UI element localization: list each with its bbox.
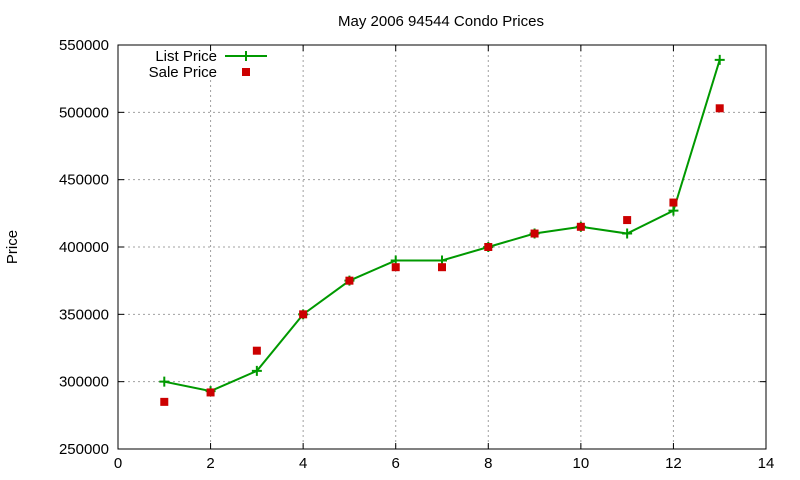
x-tick-label: 12 bbox=[665, 455, 682, 472]
list-price-point bbox=[714, 54, 725, 65]
y-axis-label: Price bbox=[4, 230, 21, 264]
x-tick-label: 6 bbox=[392, 455, 400, 472]
series-list-price bbox=[159, 54, 725, 397]
list-price-point bbox=[159, 376, 170, 387]
sale-price-point bbox=[206, 388, 215, 397]
legend-swatch-cross bbox=[241, 51, 251, 61]
sale-price-point bbox=[299, 310, 308, 319]
sale-price-point bbox=[391, 263, 400, 272]
y-tick-label: 400000 bbox=[59, 239, 109, 256]
list-price-line bbox=[164, 59, 721, 393]
y-tick-label: 550000 bbox=[59, 37, 109, 54]
chart-title: May 2006 94544 Condo Prices bbox=[338, 13, 544, 30]
legend-label: List Price bbox=[155, 48, 217, 65]
series-sale-price bbox=[160, 104, 724, 406]
legend-label: Sale Price bbox=[149, 64, 217, 81]
sale-price-point bbox=[438, 263, 446, 272]
y-tick-label: 450000 bbox=[59, 172, 109, 189]
x-tick-label: 0 bbox=[114, 455, 122, 472]
sale-price-point bbox=[345, 276, 354, 285]
y-tick-label: 250000 bbox=[59, 441, 109, 458]
series-layer bbox=[159, 54, 725, 406]
axis-ticks: 0 2 4 6 8 10 12 14 250000 300000 350000 400000 45000… bbox=[59, 37, 774, 472]
sale-price-point bbox=[530, 229, 539, 238]
sale-price-point bbox=[623, 216, 632, 225]
x-tick-label: 10 bbox=[573, 455, 590, 472]
list-price-point bbox=[251, 365, 262, 376]
y-tick-label: 350000 bbox=[59, 306, 109, 323]
sale-price-point bbox=[484, 243, 493, 251]
sale-price-point bbox=[252, 346, 261, 355]
y-tick-label: 300000 bbox=[59, 374, 109, 391]
x-tick-label: 2 bbox=[206, 455, 214, 472]
sale-price-point bbox=[715, 104, 724, 113]
sale-price-point bbox=[576, 222, 585, 231]
legend-item-sale-price: Sale Price bbox=[149, 64, 250, 81]
legend-swatch-square bbox=[242, 68, 250, 76]
sale-price-point bbox=[669, 198, 678, 207]
x-tick-label: 4 bbox=[299, 455, 307, 472]
x-tick-label: 8 bbox=[484, 455, 492, 472]
list-price-point bbox=[622, 228, 633, 239]
legend-item-list-price: List Price bbox=[155, 48, 267, 65]
sale-price-point bbox=[160, 397, 169, 406]
x-tick-label: 14 bbox=[758, 455, 775, 472]
y-tick-label: 500000 bbox=[59, 104, 109, 121]
grid bbox=[118, 45, 766, 449]
list-price-point bbox=[668, 205, 679, 216]
